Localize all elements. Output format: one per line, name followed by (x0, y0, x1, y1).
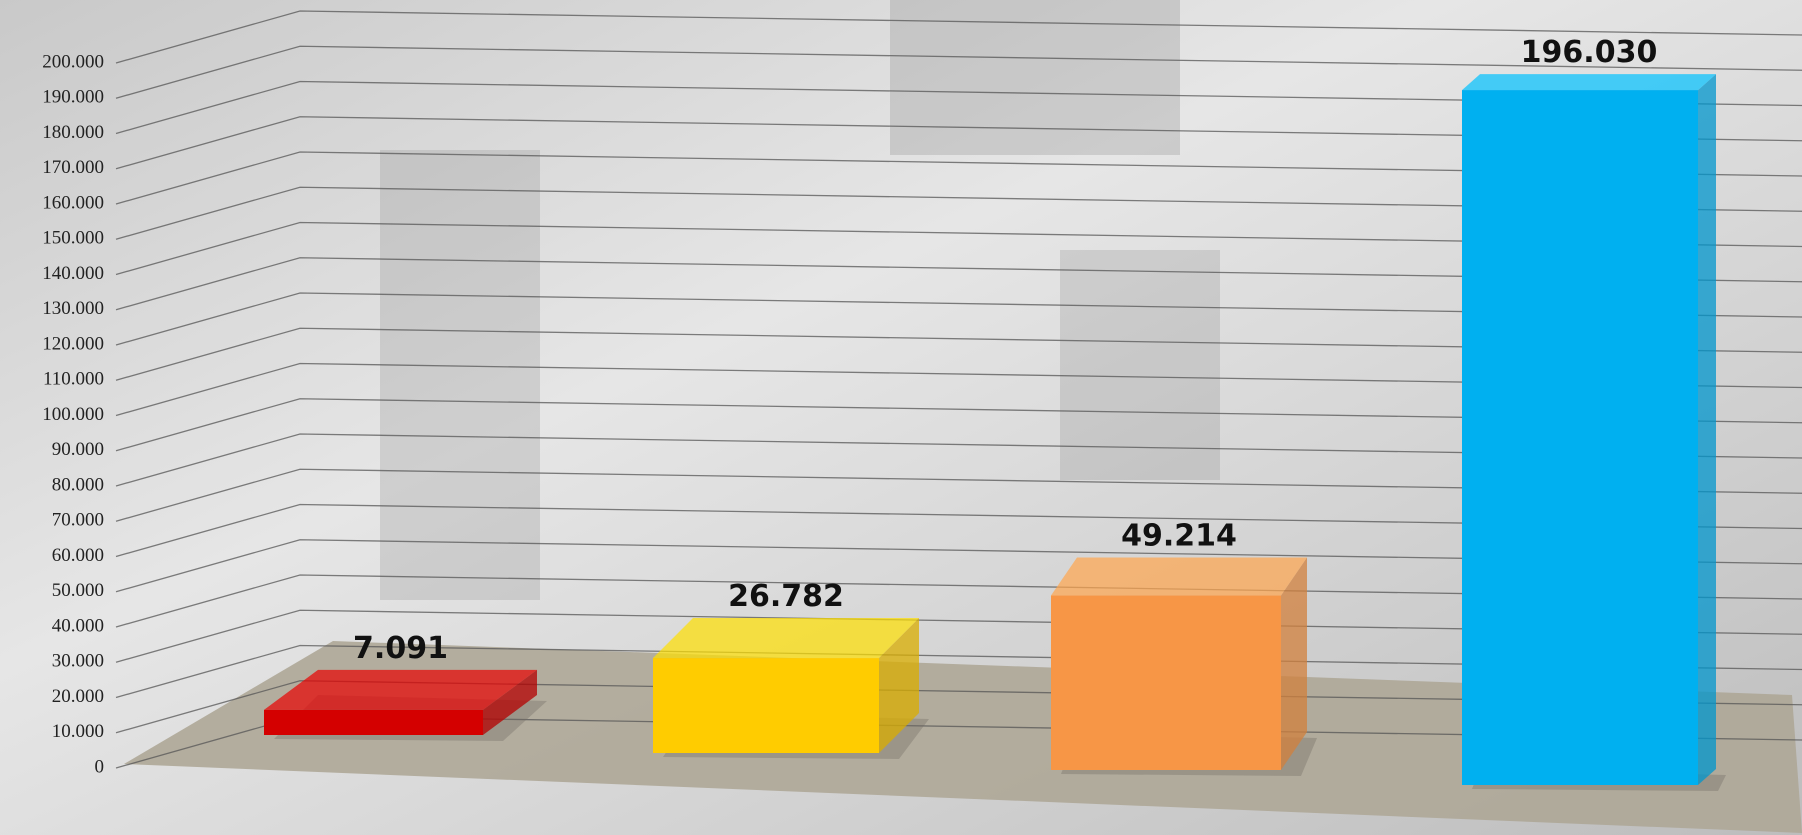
y-tick-label: 70.000 (52, 510, 104, 531)
grid-line (115, 116, 1802, 170)
y-tick-label: 170.000 (42, 157, 104, 178)
bar-top (264, 669, 537, 710)
y-tick-label: 130.000 (42, 298, 104, 319)
y-tick-label: 100.000 (42, 404, 104, 425)
y-tick-label: 0 (95, 756, 105, 777)
bars: 7.091 26.782 49.214 196.030 (264, 35, 1726, 791)
bar (1462, 90, 1698, 785)
grid-line (115, 362, 1802, 417)
bar-top (1462, 74, 1716, 91)
y-tick-label: 190.000 (42, 87, 104, 108)
bar-top (1051, 557, 1307, 596)
y-tick-label: 150.000 (42, 228, 104, 249)
y-tick-label: 90.000 (52, 439, 104, 460)
y-tick-label: 140.000 (42, 263, 104, 284)
grid-line (115, 80, 1802, 135)
bar-side (1281, 557, 1307, 770)
y-tick-label: 80.000 (52, 474, 104, 495)
grid-line (115, 10, 1802, 64)
y-tick-label: 60.000 (52, 545, 104, 566)
grid-line (115, 539, 1802, 593)
grid-line (115, 433, 1802, 487)
value-label: 196.030 (1521, 35, 1658, 70)
bar (264, 709, 483, 735)
bar-side (483, 669, 537, 735)
grid-line (115, 151, 1802, 205)
value-label: 26.782 (728, 579, 844, 614)
y-tick-label: 40.000 (52, 615, 104, 636)
bar-side (1698, 74, 1716, 785)
grid-line (115, 327, 1802, 381)
y-tick-label: 10.000 (52, 721, 104, 742)
background-chair (1060, 250, 1220, 480)
grid-line (115, 257, 1802, 311)
y-tick-label: 50.000 (52, 580, 104, 601)
y-tick-label: 110.000 (43, 369, 104, 390)
bar (653, 658, 879, 753)
grid-line (115, 221, 1802, 276)
y-tick-label: 180.000 (42, 122, 104, 143)
y-tick-label: 160.000 (42, 192, 104, 213)
background-screen (890, 0, 1180, 155)
y-tick-label: 20.000 (52, 686, 104, 707)
bar (1051, 595, 1281, 770)
grid-line (115, 468, 1802, 522)
y-tick-label: 200.000 (42, 51, 104, 72)
floor (124, 641, 1802, 833)
grid-line (115, 398, 1802, 452)
background-monitor (380, 150, 540, 600)
grid-line (115, 292, 1802, 346)
value-label: 7.091 (353, 631, 448, 666)
value-label: 49.214 (1121, 519, 1237, 554)
bar-top (653, 618, 919, 659)
y-tick-label: 120.000 (42, 333, 104, 354)
bar-side (879, 618, 919, 753)
grid-line (115, 45, 1802, 99)
grid-line (115, 186, 1802, 240)
y-tick-label: 30.000 (52, 651, 104, 672)
grid-line (115, 503, 1802, 558)
